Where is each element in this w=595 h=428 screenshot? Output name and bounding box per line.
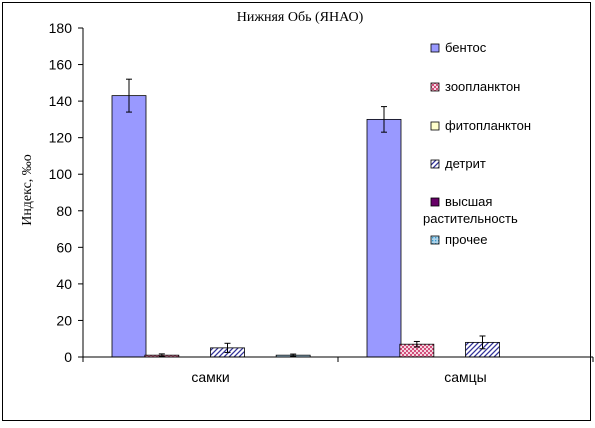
legend-swatch — [430, 197, 440, 207]
y-tick-label: 60 — [56, 239, 72, 255]
y-tick-label: 180 — [49, 20, 73, 36]
legend-label-line2: растительность — [423, 211, 518, 226]
x-category-label: самцы — [444, 369, 487, 385]
chart-frame: Нижняя Обь (ЯНАО) Индекс, ‰o 0 20 40 60 80 10… — [2, 2, 594, 421]
y-tick-label: 40 — [56, 276, 72, 292]
y-axis-label: Индекс, ‰o — [20, 154, 35, 226]
legend-label: детрит — [445, 156, 486, 171]
y-tick-label: 160 — [49, 57, 73, 73]
y-tick-label: 80 — [56, 203, 72, 219]
legend-swatch — [430, 235, 440, 245]
legend-label: бентос — [445, 40, 487, 55]
legend-swatch — [430, 43, 440, 53]
y-axis-ticks: 0 20 40 60 80 100 120 140 160 180 — [49, 20, 83, 365]
chart-svg: Нижняя Обь (ЯНАО) Индекс, ‰o 0 20 40 60 80 10… — [20, 10, 594, 385]
legend-swatch — [430, 82, 440, 92]
x-category-label: самки — [191, 369, 229, 385]
bar-1-0 — [366, 118, 402, 358]
legend-swatch — [430, 159, 440, 169]
legend-label: зоопланктон — [445, 79, 520, 94]
chart-title: Нижняя Обь (ЯНАО) — [237, 10, 364, 25]
category-labels: самки самцы — [191, 369, 486, 385]
error-bars-group — [126, 78, 486, 357]
legend-label: фитопланктон — [445, 118, 531, 133]
y-tick-label: 100 — [49, 166, 73, 182]
y-tick-label: 140 — [49, 93, 73, 109]
y-tick-label: 20 — [56, 312, 72, 328]
bar-0-0 — [111, 95, 147, 358]
legend-label: высшая — [445, 194, 492, 209]
bars-group — [111, 95, 500, 358]
y-tick-label: 120 — [49, 130, 73, 146]
legend-swatch — [430, 121, 440, 131]
axes-group — [82, 28, 594, 362]
legend-label: прочее — [445, 232, 487, 247]
legend: бентос зоопланктон фитопланктон детрит высша… — [423, 40, 531, 247]
y-tick-label: 0 — [64, 349, 72, 365]
